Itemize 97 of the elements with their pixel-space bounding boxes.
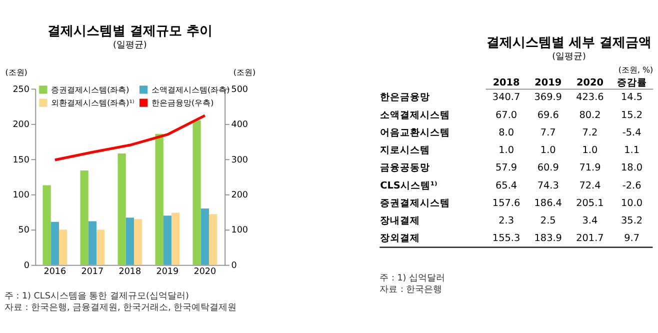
bar — [208, 214, 218, 265]
bar — [171, 212, 180, 265]
chart-subtitle: (일평균) — [552, 52, 586, 62]
data-label: -2.6 — [622, 180, 642, 192]
data-label: 72.4 — [579, 180, 601, 192]
x-tick-label: 2019 — [156, 267, 179, 278]
data-label: 2.5 — [540, 215, 556, 226]
data-label: 9.7 — [624, 233, 640, 244]
data-label: 15.2 — [621, 110, 643, 121]
y2-tick-label: 0 — [231, 260, 238, 271]
x-tick-label: 2018 — [492, 78, 520, 89]
data-label: -5.4 — [622, 127, 642, 138]
y-tick-label: 한은금융망 — [380, 92, 430, 104]
data-label: 205.1 — [576, 198, 604, 209]
data-label: 10.0 — [621, 198, 643, 209]
y-tick-label: 장외결제 — [380, 233, 420, 244]
bar — [42, 185, 51, 265]
data-label: 340.7 — [492, 92, 520, 104]
data-label: 7.2 — [582, 127, 598, 138]
data-label: 3.4 — [582, 215, 598, 226]
bar — [155, 134, 164, 265]
y2-tick-label: 100 — [231, 226, 248, 236]
text: 주 : 1) CLS시스템을 통한 결제규모(십억달러) — [4, 291, 189, 302]
bar — [88, 221, 96, 265]
y2-tick-label: 500 — [231, 84, 248, 95]
bar — [200, 208, 209, 265]
legend-label: 증권결제시스템(좌측) — [51, 85, 130, 94]
data-label: 157.6 — [492, 198, 520, 209]
data-label: 8.0 — [498, 127, 514, 138]
data-label: 183.9 — [534, 233, 562, 244]
x-tick-label: 증감률 — [616, 78, 647, 89]
x-tick-label: 2016 — [44, 267, 67, 278]
bar — [80, 170, 88, 265]
bar — [163, 216, 172, 265]
data-label: 67.0 — [496, 110, 518, 121]
y-tick-label: 50 — [18, 226, 30, 236]
y2-axis-title: (조원) — [233, 68, 256, 78]
y-tick-label: 어음교환시스템 — [380, 127, 450, 138]
legend-label: 소액결제시스템(좌측) — [152, 85, 230, 94]
data-label: 186.4 — [534, 198, 562, 209]
text: 자료 : 한국은행, 금융결제원, 한국거래소, 한국예탁결제원 — [4, 302, 237, 313]
y2-tick-label: 200 — [231, 190, 248, 201]
chart-subtitle: (일평균) — [112, 40, 147, 50]
data-label: 60.9 — [537, 162, 559, 174]
chart-title: 결제시스템별 세부 결제금액 — [486, 35, 652, 50]
x-tick-label: 2020 — [576, 78, 604, 89]
y-tick-label: 장내결제 — [380, 215, 420, 226]
line-series — [54, 114, 206, 162]
data-label: 35.2 — [621, 215, 643, 226]
x-tick-label: 2019 — [534, 78, 562, 89]
y2-tick-label: 400 — [231, 120, 248, 130]
data-label: 57.9 — [496, 162, 518, 174]
data-label: 2.3 — [498, 215, 514, 226]
y-tick-label: 지로시스템 — [380, 145, 430, 156]
data-label: 80.2 — [579, 110, 601, 121]
data-label: 65.4 — [496, 180, 518, 192]
data-label: 18.0 — [621, 162, 643, 174]
bar — [126, 218, 134, 265]
y-tick-label: 200 — [12, 120, 30, 130]
text: 주 : 1) 십억달러 — [380, 274, 446, 284]
legend-label: 한은금융망(우측) — [152, 98, 214, 108]
data-label: 14.5 — [621, 92, 643, 104]
bar — [118, 154, 126, 265]
y-tick-label: CLS시스템¹⁾ — [380, 180, 438, 192]
data-label: 69.6 — [537, 110, 559, 121]
data-label: 369.9 — [534, 92, 562, 104]
data-label: 71.9 — [579, 162, 601, 174]
data-label: 1.1 — [624, 145, 640, 156]
bar — [192, 120, 201, 265]
bar — [50, 222, 59, 265]
data-label: 1.0 — [582, 145, 598, 156]
legend-label: 외환결제시스템(좌측)¹⁾ — [51, 98, 134, 108]
x-axis-title: (조원, %) — [618, 65, 654, 74]
bar — [58, 230, 68, 265]
y-tick-label: 250 — [12, 84, 30, 95]
y-axis-title: (조원) — [5, 68, 28, 78]
x-tick-label: 2018 — [118, 267, 142, 278]
x-tick-label: 2017 — [81, 267, 104, 278]
y-tick-label: 증권결제시스템 — [380, 198, 450, 209]
y-tick-label: 0 — [24, 260, 30, 271]
data-label: 74.3 — [537, 180, 559, 192]
data-label: 423.6 — [576, 92, 604, 104]
bar — [96, 230, 105, 265]
y-tick-label: 100 — [12, 190, 30, 201]
y-tick-label: 150 — [12, 155, 30, 166]
data-label: 1.0 — [498, 145, 514, 156]
data-label: 201.7 — [576, 233, 604, 244]
text: 자료 : 한국은행 — [380, 285, 442, 296]
bar — [134, 219, 142, 265]
data-label: 155.3 — [492, 233, 520, 244]
y-tick-label: 금융공동망 — [380, 162, 430, 174]
data-label: 1.0 — [540, 145, 556, 156]
x-tick-label: 2020 — [194, 267, 217, 278]
chart-title: 결제시스템별 결제규모 추이 — [47, 24, 213, 39]
y2-tick-label: 300 — [231, 155, 248, 166]
data-label: 7.7 — [540, 127, 556, 138]
y-tick-label: 소액결제시스템 — [380, 110, 450, 121]
